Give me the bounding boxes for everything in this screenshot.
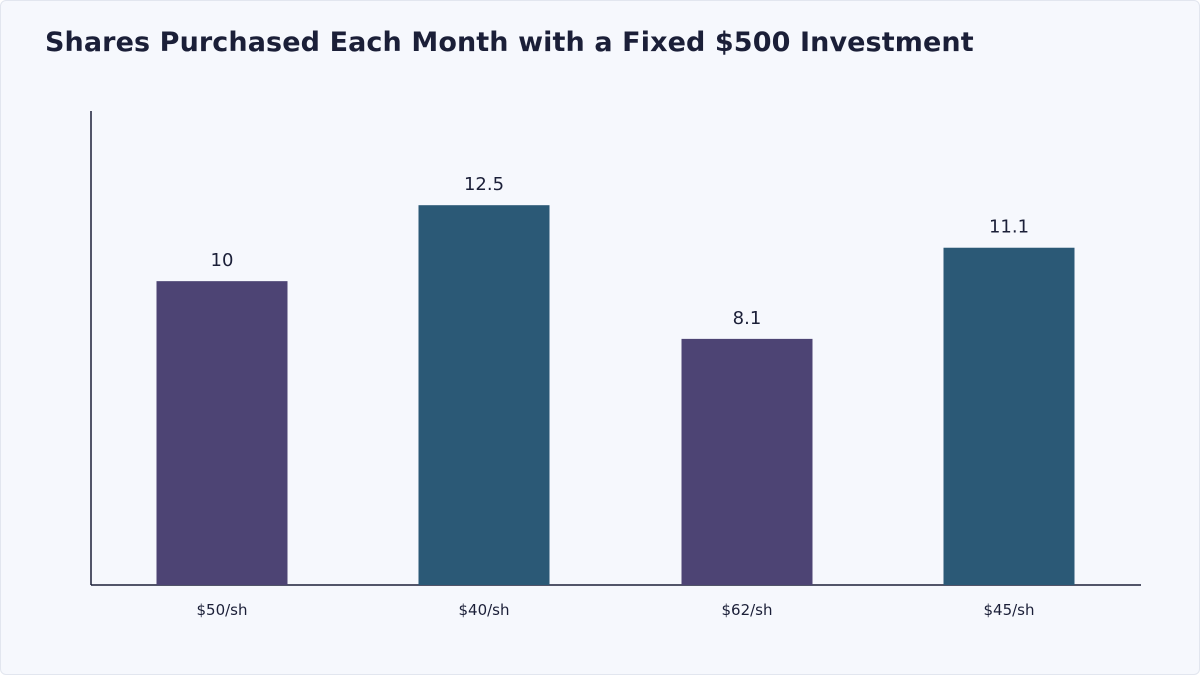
bars-group: 10 $50/sh 12.5 $40/sh 8.1 $62/sh 11.1 $45/sh xyxy=(156,174,1075,619)
bar-1 xyxy=(156,281,288,585)
bar-3 xyxy=(681,338,813,585)
value-label-4: 11.1 xyxy=(989,217,1029,238)
category-label-3: $62/sh xyxy=(721,601,772,619)
category-label-4: $45/sh xyxy=(983,601,1034,619)
category-label-1: $50/sh xyxy=(196,601,247,619)
bar-4 xyxy=(943,247,1075,585)
chart-title: Shares Purchased Each Month with a Fixed… xyxy=(45,27,974,58)
bar-2 xyxy=(418,205,550,585)
value-label-1: 10 xyxy=(211,250,234,271)
value-label-3: 8.1 xyxy=(733,308,762,329)
category-label-2: $40/sh xyxy=(458,601,509,619)
value-label-2: 12.5 xyxy=(464,174,504,195)
